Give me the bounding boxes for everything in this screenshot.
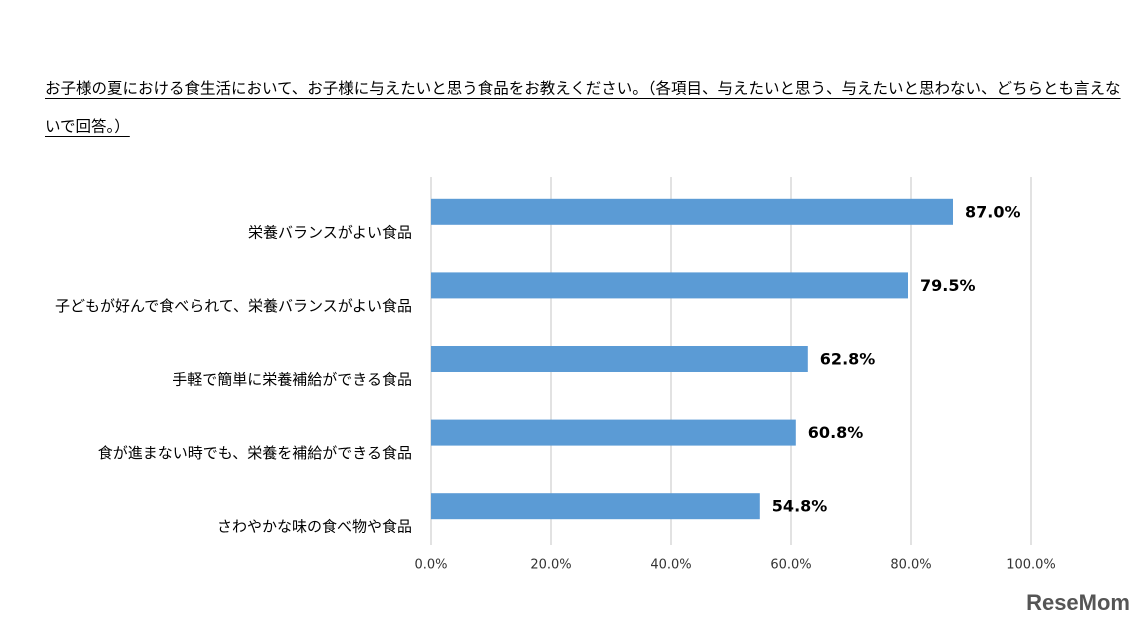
chart-title-line: いで回答。）	[45, 118, 130, 136]
value-label: 87.0%	[965, 202, 1021, 221]
bar	[431, 198, 953, 225]
y-tick-label: 子どもが好んで食べられて、栄養バランスがよい食品	[55, 297, 412, 315]
value-label: 79.5%	[920, 276, 976, 295]
bar	[431, 272, 908, 299]
x-tick-label: 100.0%	[1006, 558, 1056, 573]
x-tick-label: 0.0%	[414, 558, 447, 573]
chart-title-line: お子様の夏における食生活において、お子様に与えたいと思う食品をお教えください。（…	[45, 80, 1121, 98]
value-label: 62.8%	[820, 350, 876, 369]
x-tick-label: 40.0%	[650, 558, 691, 573]
bar	[431, 493, 760, 520]
value-label: 60.8%	[808, 423, 864, 442]
bar	[431, 419, 796, 446]
x-tick-label: 80.0%	[890, 558, 931, 573]
y-tick-label: 食が進まない時でも、栄養を補給ができる食品	[98, 444, 412, 462]
bar	[431, 346, 808, 372]
y-tick-label: さわやかな味の食べ物や食品	[217, 518, 412, 536]
x-tick-label: 20.0%	[530, 558, 571, 573]
x-tick-label: 60.0%	[770, 558, 811, 573]
watermark: ReseMom	[1026, 590, 1130, 615]
y-tick-label: 手軽で簡単に栄養補給ができる食品	[172, 371, 412, 389]
value-label: 54.8%	[772, 497, 828, 516]
y-tick-label: 栄養バランスがよい食品	[248, 223, 412, 241]
